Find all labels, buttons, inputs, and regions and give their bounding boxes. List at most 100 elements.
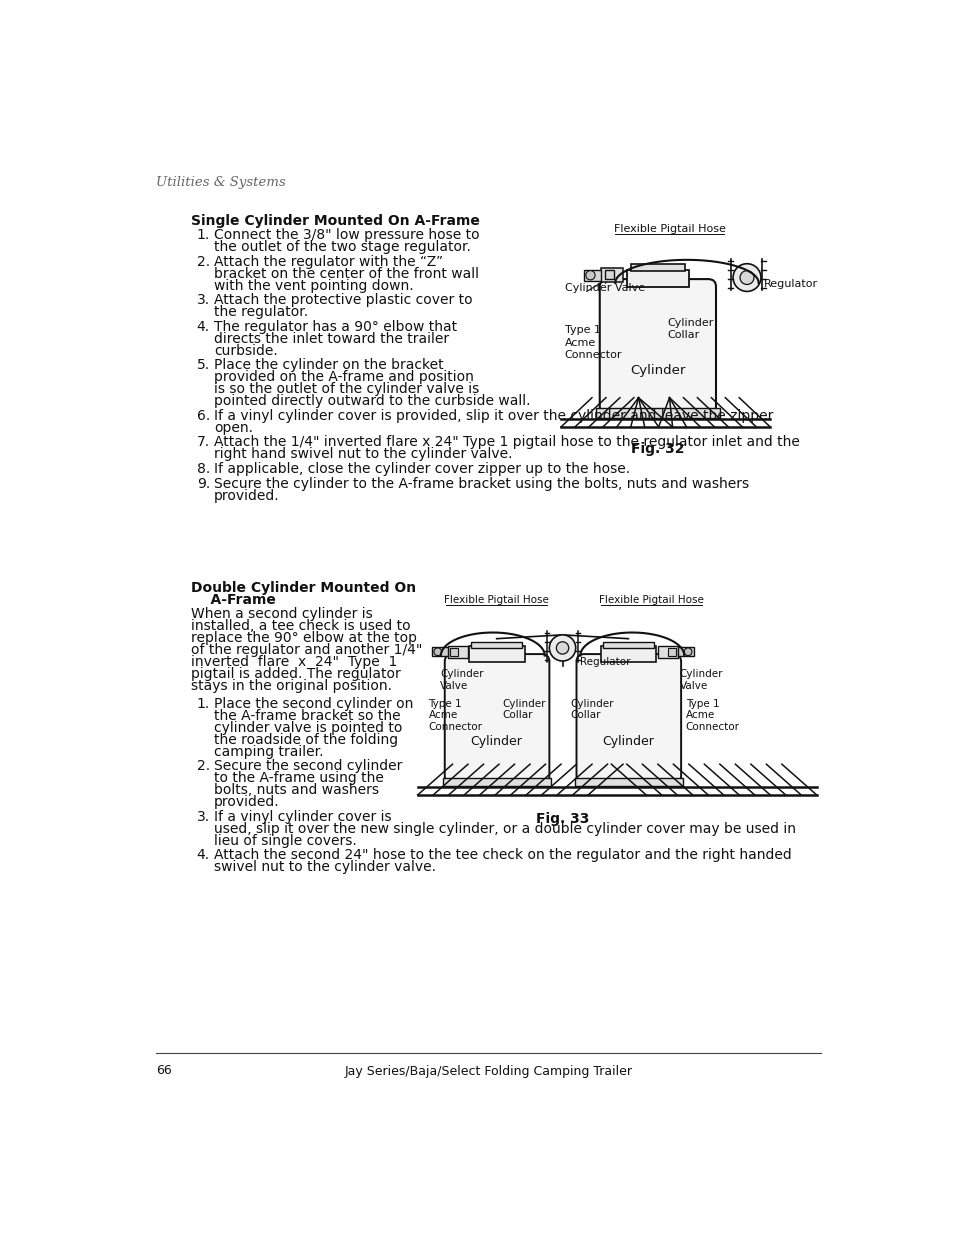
Bar <box>602 642 654 648</box>
Bar <box>443 778 550 785</box>
Bar <box>630 264 684 272</box>
Text: provided.: provided. <box>213 489 279 503</box>
Text: the roadside of the folding: the roadside of the folding <box>213 732 397 747</box>
Circle shape <box>434 648 441 656</box>
Bar <box>626 270 688 287</box>
Bar <box>678 647 693 656</box>
Text: Fig. 33: Fig. 33 <box>536 811 589 826</box>
Text: 6.: 6. <box>196 409 210 422</box>
Text: Attach the second 24" hose to the tee check on the regulator and the right hande: Attach the second 24" hose to the tee ch… <box>213 848 791 862</box>
Bar <box>600 268 622 282</box>
FancyBboxPatch shape <box>599 279 716 414</box>
Text: Place the second cylinder on: Place the second cylinder on <box>213 697 413 711</box>
Text: Cylinder: Cylinder <box>602 735 654 748</box>
Text: Type 1
Acme
Connector: Type 1 Acme Connector <box>428 699 482 732</box>
Text: Cylinder
Valve: Cylinder Valve <box>439 669 483 692</box>
Text: 2.: 2. <box>196 254 210 269</box>
Text: of the regulator and another 1/4": of the regulator and another 1/4" <box>191 643 421 657</box>
Text: Flexible Pigtail Hose: Flexible Pigtail Hose <box>444 595 549 605</box>
Circle shape <box>556 642 568 655</box>
Bar <box>432 647 447 656</box>
Text: 66: 66 <box>156 1065 172 1077</box>
Text: to the A-frame using the: to the A-frame using the <box>213 771 383 785</box>
Text: cylinder valve is pointed to: cylinder valve is pointed to <box>213 721 402 735</box>
Bar <box>583 270 600 280</box>
Text: bracket on the center of the front wall: bracket on the center of the front wall <box>213 267 478 280</box>
Text: 3.: 3. <box>196 810 210 824</box>
Text: 8.: 8. <box>196 462 210 475</box>
Text: Cylinder: Cylinder <box>630 364 685 377</box>
Text: 9.: 9. <box>196 477 210 490</box>
Text: installed, a tee check is used to: installed, a tee check is used to <box>191 619 410 634</box>
Text: 4.: 4. <box>196 848 210 862</box>
Text: directs the inlet toward the trailer: directs the inlet toward the trailer <box>213 332 449 346</box>
Text: Attach the protective plastic cover to: Attach the protective plastic cover to <box>213 294 472 308</box>
Text: camping trailer.: camping trailer. <box>213 745 323 758</box>
Text: Cylinder
Collar: Cylinder Collar <box>666 317 713 340</box>
FancyBboxPatch shape <box>444 655 549 783</box>
Circle shape <box>732 264 760 291</box>
Text: Double Cylinder Mounted On: Double Cylinder Mounted On <box>191 580 416 595</box>
Text: 1.: 1. <box>196 697 210 711</box>
Bar <box>599 646 656 662</box>
Text: Cylinder
Valve: Cylinder Valve <box>679 669 722 692</box>
Text: When a second cylinder is: When a second cylinder is <box>191 608 372 621</box>
Bar <box>575 778 682 785</box>
Text: Type 1
Acme
Connector: Type 1 Acme Connector <box>564 325 621 361</box>
Circle shape <box>549 635 575 661</box>
Bar <box>471 642 521 648</box>
Text: lieu of single covers.: lieu of single covers. <box>213 834 356 847</box>
Text: Cylinder: Cylinder <box>470 735 522 748</box>
Text: replace the 90° elbow at the top: replace the 90° elbow at the top <box>191 631 416 645</box>
Text: 4.: 4. <box>196 320 210 333</box>
Text: Secure the second cylinder: Secure the second cylinder <box>213 760 402 773</box>
Text: provided.: provided. <box>213 795 279 809</box>
Text: curbside.: curbside. <box>213 343 277 358</box>
Text: Attach the 1/4" inverted flare x 24" Type 1 pigtail hose to the regulator inlet : Attach the 1/4" inverted flare x 24" Typ… <box>213 436 799 450</box>
Text: Place the cylinder on the bracket: Place the cylinder on the bracket <box>213 358 443 373</box>
Bar <box>604 270 614 279</box>
Text: Single Cylinder Mounted On A-Frame: Single Cylinder Mounted On A-Frame <box>191 215 479 228</box>
Text: Attach the regulator with the “Z”: Attach the regulator with the “Z” <box>213 254 442 269</box>
Bar <box>450 648 457 656</box>
Bar <box>468 646 524 662</box>
Bar <box>596 409 720 417</box>
Text: 5.: 5. <box>196 358 210 373</box>
Text: A-Frame: A-Frame <box>191 593 275 606</box>
Text: Type 1
Acme
Connector: Type 1 Acme Connector <box>685 699 739 732</box>
Text: 2.: 2. <box>196 760 210 773</box>
Text: used, slip it over the new single cylinder, or a double cylinder cover may be us: used, slip it over the new single cylind… <box>213 821 795 836</box>
Text: Jay Series/Baja/Select Folding Camping Trailer: Jay Series/Baja/Select Folding Camping T… <box>345 1065 632 1077</box>
Text: pigtail is added. The regulator: pigtail is added. The regulator <box>191 667 400 680</box>
Text: Cylinder
Collar: Cylinder Collar <box>570 699 613 720</box>
Text: Regulator: Regulator <box>763 279 818 289</box>
Text: The regulator has a 90° elbow that: The regulator has a 90° elbow that <box>213 320 456 333</box>
Text: Cylinder
Collar: Cylinder Collar <box>502 699 546 720</box>
Text: pointed directly outward to the curbside wall.: pointed directly outward to the curbside… <box>213 394 530 409</box>
Text: Fig. 32: Fig. 32 <box>631 442 684 457</box>
Text: provided on the A-frame and position: provided on the A-frame and position <box>213 370 474 384</box>
Text: Utilities & Systems: Utilities & Systems <box>156 175 286 189</box>
Text: Flexible Pigtail Hose: Flexible Pigtail Hose <box>598 595 703 605</box>
Text: open.: open. <box>213 421 253 435</box>
Text: bolts, nuts and washers: bolts, nuts and washers <box>213 783 378 797</box>
Text: swivel nut to the cylinder valve.: swivel nut to the cylinder valve. <box>213 860 436 874</box>
Text: 7.: 7. <box>196 436 210 450</box>
Text: 3.: 3. <box>196 294 210 308</box>
Text: the A-frame bracket so the: the A-frame bracket so the <box>213 709 400 722</box>
Text: If applicable, close the cylinder cover zipper up to the hose.: If applicable, close the cylinder cover … <box>213 462 629 475</box>
Text: inverted  flare  x  24"  Type  1: inverted flare x 24" Type 1 <box>191 655 396 669</box>
Text: right hand swivel nut to the cylinder valve.: right hand swivel nut to the cylinder va… <box>213 447 512 462</box>
FancyBboxPatch shape <box>576 655 680 783</box>
Text: the regulator.: the regulator. <box>213 305 308 320</box>
Bar <box>447 646 468 658</box>
Text: 1.: 1. <box>196 228 210 242</box>
Text: Connect the 3/8" low pressure hose to: Connect the 3/8" low pressure hose to <box>213 228 479 242</box>
Text: with the vent pointing down.: with the vent pointing down. <box>213 279 413 293</box>
Circle shape <box>740 270 753 284</box>
Circle shape <box>585 270 595 280</box>
Text: stays in the original position.: stays in the original position. <box>191 679 391 693</box>
Text: Flexible Pigtail Hose: Flexible Pigtail Hose <box>613 224 724 233</box>
Text: is so the outlet of the cylinder valve is: is so the outlet of the cylinder valve i… <box>213 383 478 396</box>
Text: Cylinder Valve: Cylinder Valve <box>564 283 644 293</box>
